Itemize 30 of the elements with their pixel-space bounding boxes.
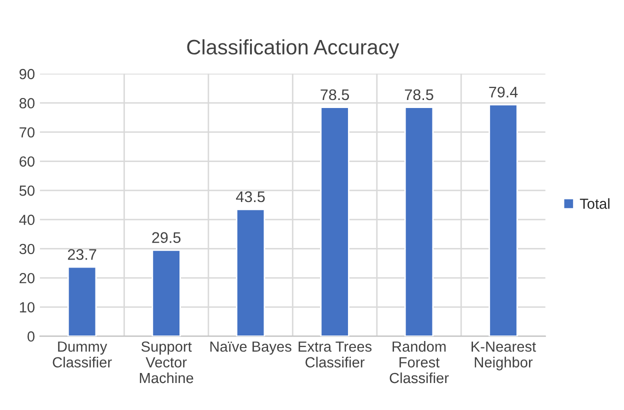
y-tick-label: 40 (19, 214, 35, 226)
data-label: 43.5 (236, 191, 265, 202)
data-label: 78.5 (320, 89, 350, 100)
y-tick-label: 0 (28, 331, 35, 342)
bar (320, 106, 350, 336)
y-tick-label: 70 (20, 127, 35, 138)
bar (404, 106, 434, 336)
x-tick-label: Support Vector Machine (140, 341, 194, 384)
y-tick-label: 20 (20, 272, 35, 284)
bar (67, 266, 97, 336)
chart-title: Classification Accuracy (187, 39, 400, 59)
y-tick-label: 30 (19, 244, 35, 254)
legend-label: Total (580, 198, 610, 209)
y-tick-label: 10 (20, 302, 35, 312)
bar (152, 249, 181, 336)
x-tick-label: Dummy Classifier (52, 342, 112, 368)
x-tick-label: Random Forest Classifier (390, 341, 449, 384)
data-label: 79.4 (489, 86, 518, 98)
x-tick-label: Extra Trees Classifier (298, 342, 372, 368)
y-tick-label: 90 (20, 68, 35, 80)
bar (236, 208, 266, 336)
y-tick-label: 60 (20, 156, 35, 167)
data-label: 78.5 (404, 89, 434, 100)
y-tick-label: 50 (19, 186, 35, 196)
bar (488, 104, 518, 336)
x-tick-label: Naïve Bayes (210, 342, 292, 355)
y-tick-label: 80 (19, 98, 35, 108)
data-label: 29.5 (152, 232, 181, 244)
x-tick-label: K-Nearest Neighbor (472, 342, 536, 370)
data-label: 23.7 (68, 249, 96, 260)
